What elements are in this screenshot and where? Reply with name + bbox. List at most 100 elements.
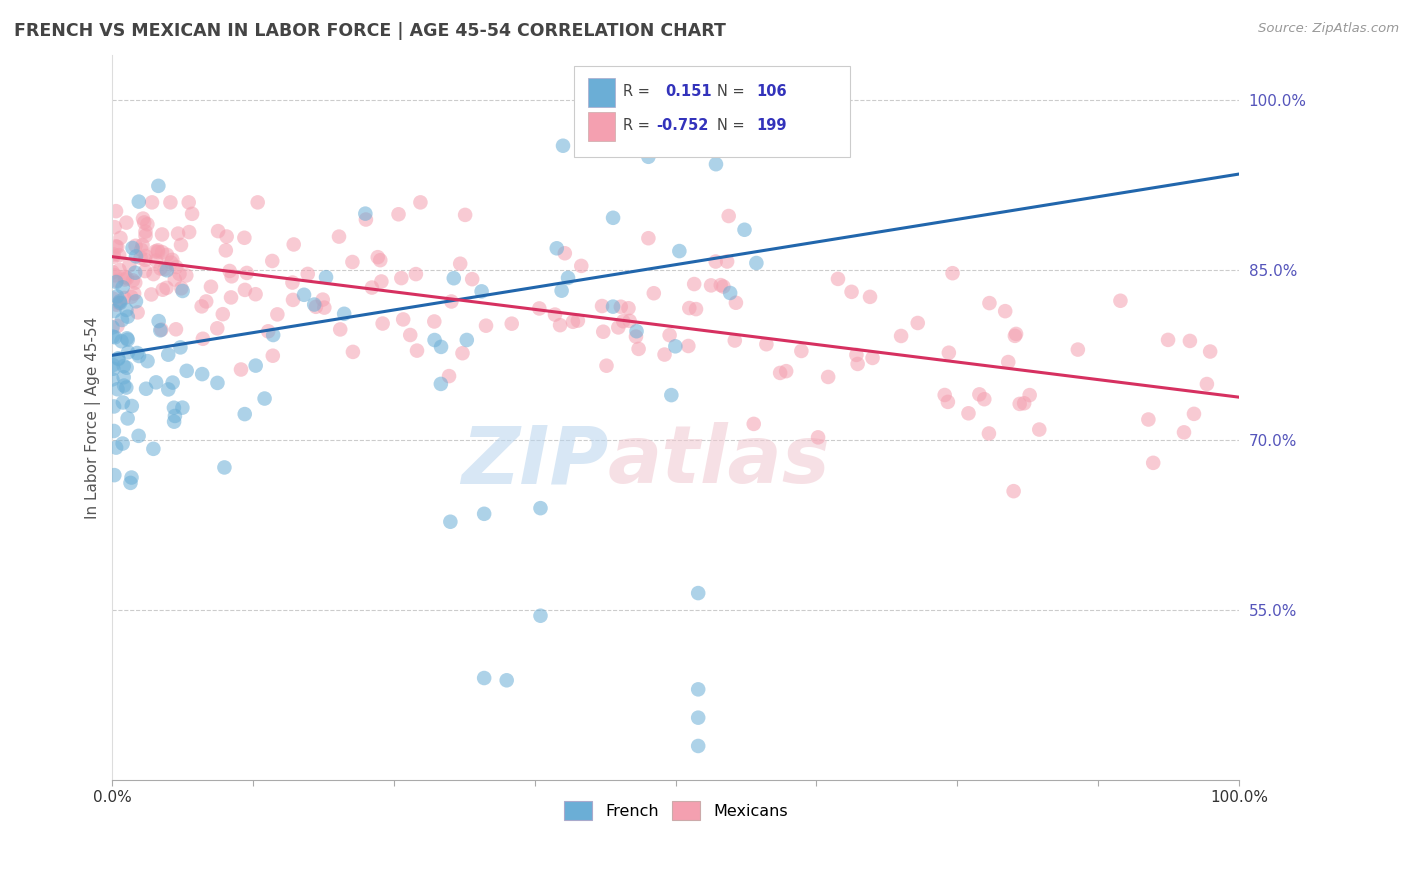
Point bbox=[127, 346, 149, 360]
Point bbox=[827, 272, 849, 286]
Point bbox=[548, 318, 571, 333]
Point bbox=[229, 362, 252, 376]
Point bbox=[101, 329, 124, 343]
Point bbox=[191, 367, 214, 381]
Point bbox=[155, 281, 177, 295]
Point bbox=[107, 351, 129, 366]
Point bbox=[211, 307, 233, 321]
Point bbox=[101, 358, 124, 372]
Point bbox=[342, 255, 364, 269]
Point bbox=[688, 682, 710, 697]
Point bbox=[112, 370, 135, 384]
Point bbox=[167, 227, 190, 241]
Point bbox=[443, 271, 465, 285]
Point bbox=[934, 388, 956, 402]
Point bbox=[354, 212, 377, 227]
Point bbox=[128, 194, 150, 209]
Point bbox=[1018, 388, 1040, 402]
Point bbox=[1178, 334, 1201, 348]
Point bbox=[817, 370, 839, 384]
Point bbox=[132, 211, 155, 226]
Point bbox=[111, 395, 134, 409]
Point bbox=[136, 217, 159, 231]
Point bbox=[115, 216, 138, 230]
Point bbox=[627, 342, 650, 356]
Point bbox=[550, 284, 572, 298]
Text: FRENCH VS MEXICAN IN LABOR FORCE | AGE 45-54 CORRELATION CHART: FRENCH VS MEXICAN IN LABOR FORCE | AGE 4… bbox=[14, 22, 725, 40]
Point bbox=[423, 333, 446, 347]
Point bbox=[145, 376, 167, 390]
Point bbox=[266, 307, 288, 321]
Point bbox=[1028, 423, 1050, 437]
Point bbox=[775, 364, 797, 378]
Point bbox=[769, 366, 792, 380]
Point bbox=[129, 251, 152, 265]
Point bbox=[890, 329, 912, 343]
Point bbox=[471, 285, 494, 299]
Point bbox=[160, 255, 183, 269]
Point bbox=[163, 401, 186, 415]
Point bbox=[637, 150, 659, 164]
Point bbox=[134, 225, 156, 239]
Point bbox=[1012, 396, 1035, 410]
Point bbox=[165, 322, 187, 336]
Point bbox=[1182, 407, 1205, 421]
Point bbox=[678, 339, 700, 353]
Point bbox=[104, 268, 127, 283]
Point bbox=[281, 293, 304, 307]
Text: 106: 106 bbox=[756, 84, 787, 99]
Point bbox=[159, 195, 181, 210]
Point bbox=[215, 244, 238, 258]
Point bbox=[195, 294, 218, 309]
Point bbox=[135, 249, 157, 263]
Y-axis label: In Labor Force | Age 45-54: In Labor Force | Age 45-54 bbox=[86, 317, 101, 518]
Point bbox=[105, 274, 128, 288]
Point bbox=[134, 264, 156, 278]
Point bbox=[117, 310, 139, 324]
Point bbox=[941, 266, 963, 280]
Point bbox=[165, 260, 187, 274]
Point bbox=[862, 351, 884, 365]
Point bbox=[562, 315, 585, 329]
Point bbox=[262, 349, 284, 363]
Point bbox=[654, 347, 676, 361]
Point bbox=[472, 507, 495, 521]
Point bbox=[367, 250, 389, 264]
Point bbox=[157, 348, 180, 362]
Point bbox=[342, 344, 364, 359]
Point bbox=[387, 207, 409, 221]
Point bbox=[361, 280, 384, 294]
Point bbox=[117, 345, 139, 359]
Point bbox=[120, 290, 142, 304]
Point bbox=[315, 270, 337, 285]
Point bbox=[111, 436, 134, 450]
Point bbox=[108, 296, 131, 310]
Point bbox=[149, 261, 172, 276]
Point bbox=[591, 299, 613, 313]
Point bbox=[145, 253, 167, 268]
Point bbox=[716, 254, 738, 268]
Point bbox=[170, 238, 193, 252]
Point bbox=[755, 337, 778, 351]
Point bbox=[602, 300, 624, 314]
Point bbox=[112, 291, 135, 305]
Point bbox=[127, 305, 149, 319]
Point bbox=[569, 259, 592, 273]
Point bbox=[153, 262, 176, 277]
Point bbox=[218, 264, 240, 278]
Point bbox=[742, 417, 765, 431]
Point bbox=[162, 252, 184, 267]
Point bbox=[179, 225, 201, 239]
Point bbox=[612, 314, 634, 328]
Point bbox=[717, 209, 740, 223]
Point bbox=[215, 229, 238, 244]
Point bbox=[122, 286, 145, 301]
Point bbox=[103, 468, 125, 483]
Point bbox=[191, 332, 214, 346]
Point bbox=[124, 276, 146, 290]
Point bbox=[117, 333, 139, 347]
Point bbox=[724, 295, 747, 310]
Point bbox=[105, 441, 128, 455]
Point bbox=[128, 429, 150, 443]
Point bbox=[157, 383, 180, 397]
